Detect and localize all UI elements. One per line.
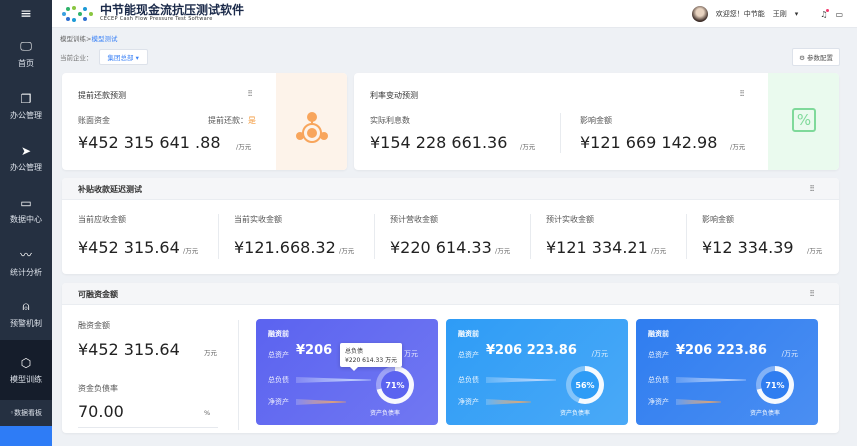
monitor-icon: 🖵 — [20, 39, 32, 53]
net-assets-bar — [296, 399, 346, 405]
interest-rate-card: 利率变动预测 ⫶⫶ 实际利息数 ¥154 228 661.36 /万元 影响金额… — [354, 73, 839, 170]
sidebar-item-1[interactable]: ❐ 办公管理 — [10, 91, 42, 120]
cube-icon: ⬡ — [20, 355, 32, 370]
tooltip: 总负债 ¥220 614.33 万元 — [340, 343, 403, 371]
ratio-donut: 71% — [376, 366, 414, 404]
alarm-icon: ⍝ — [22, 299, 30, 313]
sidebar-item-0[interactable]: 🖵 首页 — [18, 39, 34, 68]
chart-line-icon: 〰 — [19, 248, 32, 262]
logo-icon — [62, 5, 94, 22]
copy-icon: ❐ — [20, 91, 32, 106]
financing-card[interactable]: 融资前 总资产 ¥206 223.86 /万元 总负债 净资产 71% 资产负债… — [636, 319, 818, 425]
sidebar-item-3[interactable]: ▭ 数据中心 — [10, 195, 42, 224]
company-dropdown[interactable]: 集团总部 ▾ — [98, 49, 148, 65]
folder-icon: ▭ — [20, 195, 32, 210]
avatar — [691, 6, 708, 22]
debt-bar — [296, 377, 371, 383]
menu-toggle-icon[interactable]: ≡ — [20, 6, 32, 22]
debt-bar — [676, 377, 746, 383]
net-assets-bar — [486, 399, 531, 405]
chevron-down-icon: ▾ — [794, 10, 799, 18]
share-nodes-icon — [276, 73, 347, 170]
sidebar-subitem-active[interactable] — [0, 426, 52, 446]
ratio-donut: 56% — [566, 366, 604, 404]
debt-bar — [486, 377, 556, 383]
net-assets-bar — [676, 399, 721, 405]
ratio-donut: 71% — [756, 366, 794, 404]
percent-icon: % — [768, 73, 839, 170]
financing-card[interactable]: 融资前 总资产 ¥206 223.86 /万元 总负债 净资产 56% 资产负债… — [446, 319, 628, 425]
bell-icon[interactable]: ♫ — [820, 8, 830, 19]
app-title: 中节能现金流抗压测试软件 — [100, 3, 245, 17]
sidebar-item-4[interactable]: 〰统计分析 — [10, 248, 42, 277]
param-config-button[interactable]: ⚙ 参数配置 — [792, 48, 840, 66]
financing-card[interactable]: 融资前 总资产 ¥206 万元 总负债 净资产 71% 资产负债率 总负债 ¥220… — [256, 319, 438, 425]
prepayment-card: 提前还款预测 ⫶⫶ 账面资金 提前还款：是 ¥452 315 641 .88 /… — [62, 73, 347, 170]
breadcrumb: 模型训练>模型测试 — [60, 35, 118, 43]
sidebar-item-6[interactable]: ⬡ 模型训练 — [0, 340, 52, 400]
settings-sliders-icon[interactable]: ⫶⫶ — [740, 89, 744, 98]
sidebar-subitem[interactable]: ◦ 数据看板 — [9, 409, 43, 417]
message-icon[interactable]: ▭ — [835, 9, 843, 19]
sidebar: ≡ 🖵 首页 ❐ 办公管理 ➤ 办公管理 ▭ 数据中心〰统计分析 ⍝ 预警机制 ⬡ 模型训练 ◦ 数据… — [0, 0, 52, 446]
settings-sliders-icon[interactable]: ⫶⫶ — [248, 89, 252, 98]
sidebar-item-5[interactable]: ⍝ 预警机制 — [10, 299, 42, 328]
header: 中节能现金流抗压测试软件 CECEP Cash Flow Pressure Te… — [52, 0, 857, 28]
user-menu[interactable]: 欢迎您！中节能 王刚 ▾ ♫ ▭ — [691, 6, 843, 22]
app-subtitle: CECEP Cash Flow Pressure Test Software — [100, 16, 213, 22]
settings-sliders-icon[interactable]: ⫶⫶ — [810, 184, 814, 193]
company-select: 当前企业： 集团总部 ▾ — [60, 49, 148, 65]
logo: 中节能现金流抗压测试软件 CECEP Cash Flow Pressure Te… — [62, 3, 245, 22]
sidebar-item-2[interactable]: ➤ 办公管理 — [10, 143, 42, 172]
subsidy-delay-section: 补贴收款延迟测试 ⫶⫶ 当前应收金额 ¥452 315.64/万元 当前实收金额 ¥1… — [62, 178, 839, 274]
send-icon: ➤ — [20, 143, 32, 158]
settings-sliders-icon[interactable]: ⫶⫶ — [810, 289, 814, 298]
